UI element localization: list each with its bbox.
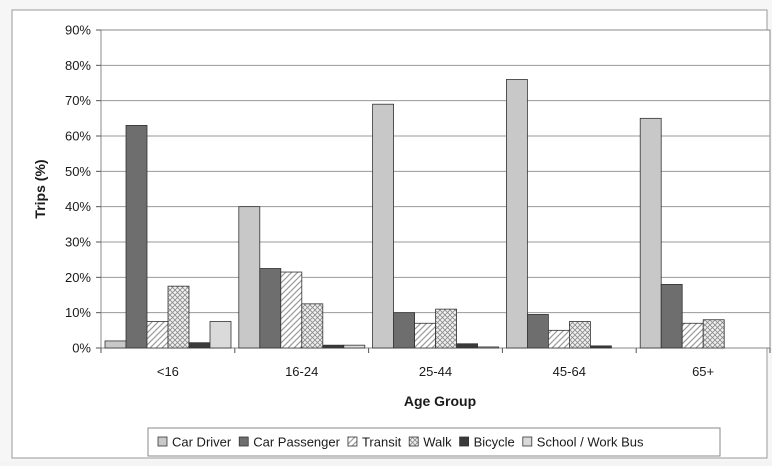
bar-walk-4 [702,319,725,349]
y-tick-label: 70% [65,93,91,108]
legend-swatch [238,436,249,447]
bar-walk-1 [301,303,324,349]
bar-transit-1 [280,271,303,349]
legend-label: Car Passenger [253,435,340,450]
legend-swatch [408,436,419,447]
bar-transit-2 [414,322,437,349]
bar-transit-0 [146,321,169,349]
y-tick-label: 20% [65,270,91,285]
legend-label: Bicycle [474,435,515,450]
y-tick-label: 60% [65,129,91,144]
legend-label: School / Work Bus [537,435,644,450]
x-category-label: 16-24 [285,364,318,379]
bar-bicycle-3 [590,345,612,349]
y-tick-label: 0% [72,341,91,356]
legend-swatch [459,436,470,447]
y-tick-label: 90% [65,23,91,38]
x-category-label: 45-64 [553,364,586,379]
bar-school-work-bus-2 [477,346,500,349]
bar-school-work-bus-0 [209,321,232,349]
bar-car-driver-0 [104,340,127,349]
x-category-label: 25-44 [419,364,452,379]
x-axis-ticks: <16 16-24 25-44 45-64 65+ [100,348,771,379]
bar-transit-4 [681,322,704,349]
bars [104,79,725,349]
bar-car-passenger-2 [393,312,416,349]
y-tick-label: 80% [65,58,91,73]
legend: Car Driver Car Passenger Transit Walk Bicycl… [157,435,644,450]
legend-swatch [157,436,168,447]
y-axis-title: Trips (%) [32,159,48,218]
bar-walk-0 [167,285,190,349]
legend-label: Car Driver [172,435,232,450]
bar-car-passenger-1 [259,268,282,349]
x-category-label: <16 [157,364,179,379]
bar-walk-3 [569,321,591,349]
bar-car-driver-3 [505,79,528,349]
bar-car-driver-4 [639,117,662,349]
bar-car-passenger-0 [125,125,148,349]
legend-swatch [522,436,533,447]
bar-car-passenger-4 [660,283,683,349]
bar-school-work-bus-1 [343,344,366,349]
bar-bicycle-2 [456,343,479,349]
x-category-label: 65+ [692,364,714,379]
y-axis-ticks: 0% 10% 20% 30% 40% 50% 60% 70% 80% 90% [65,23,101,356]
y-tick-label: 30% [65,235,91,250]
legend-swatch [347,436,358,447]
x-axis-title: Age Group [404,393,476,409]
bar-car-passenger-3 [527,314,549,349]
bar-car-driver-2 [372,103,395,349]
y-tick-label: 10% [65,305,91,320]
bar-bicycle-1 [322,344,345,349]
y-tick-label: 40% [65,199,91,214]
bar-walk-2 [435,308,458,349]
legend-label: Walk [423,435,452,450]
y-tick-label: 50% [65,164,91,179]
legend-label: Transit [362,435,402,450]
bar-bicycle-0 [188,342,211,349]
bar-car-driver-1 [238,206,261,349]
bar-transit-3 [548,329,570,349]
